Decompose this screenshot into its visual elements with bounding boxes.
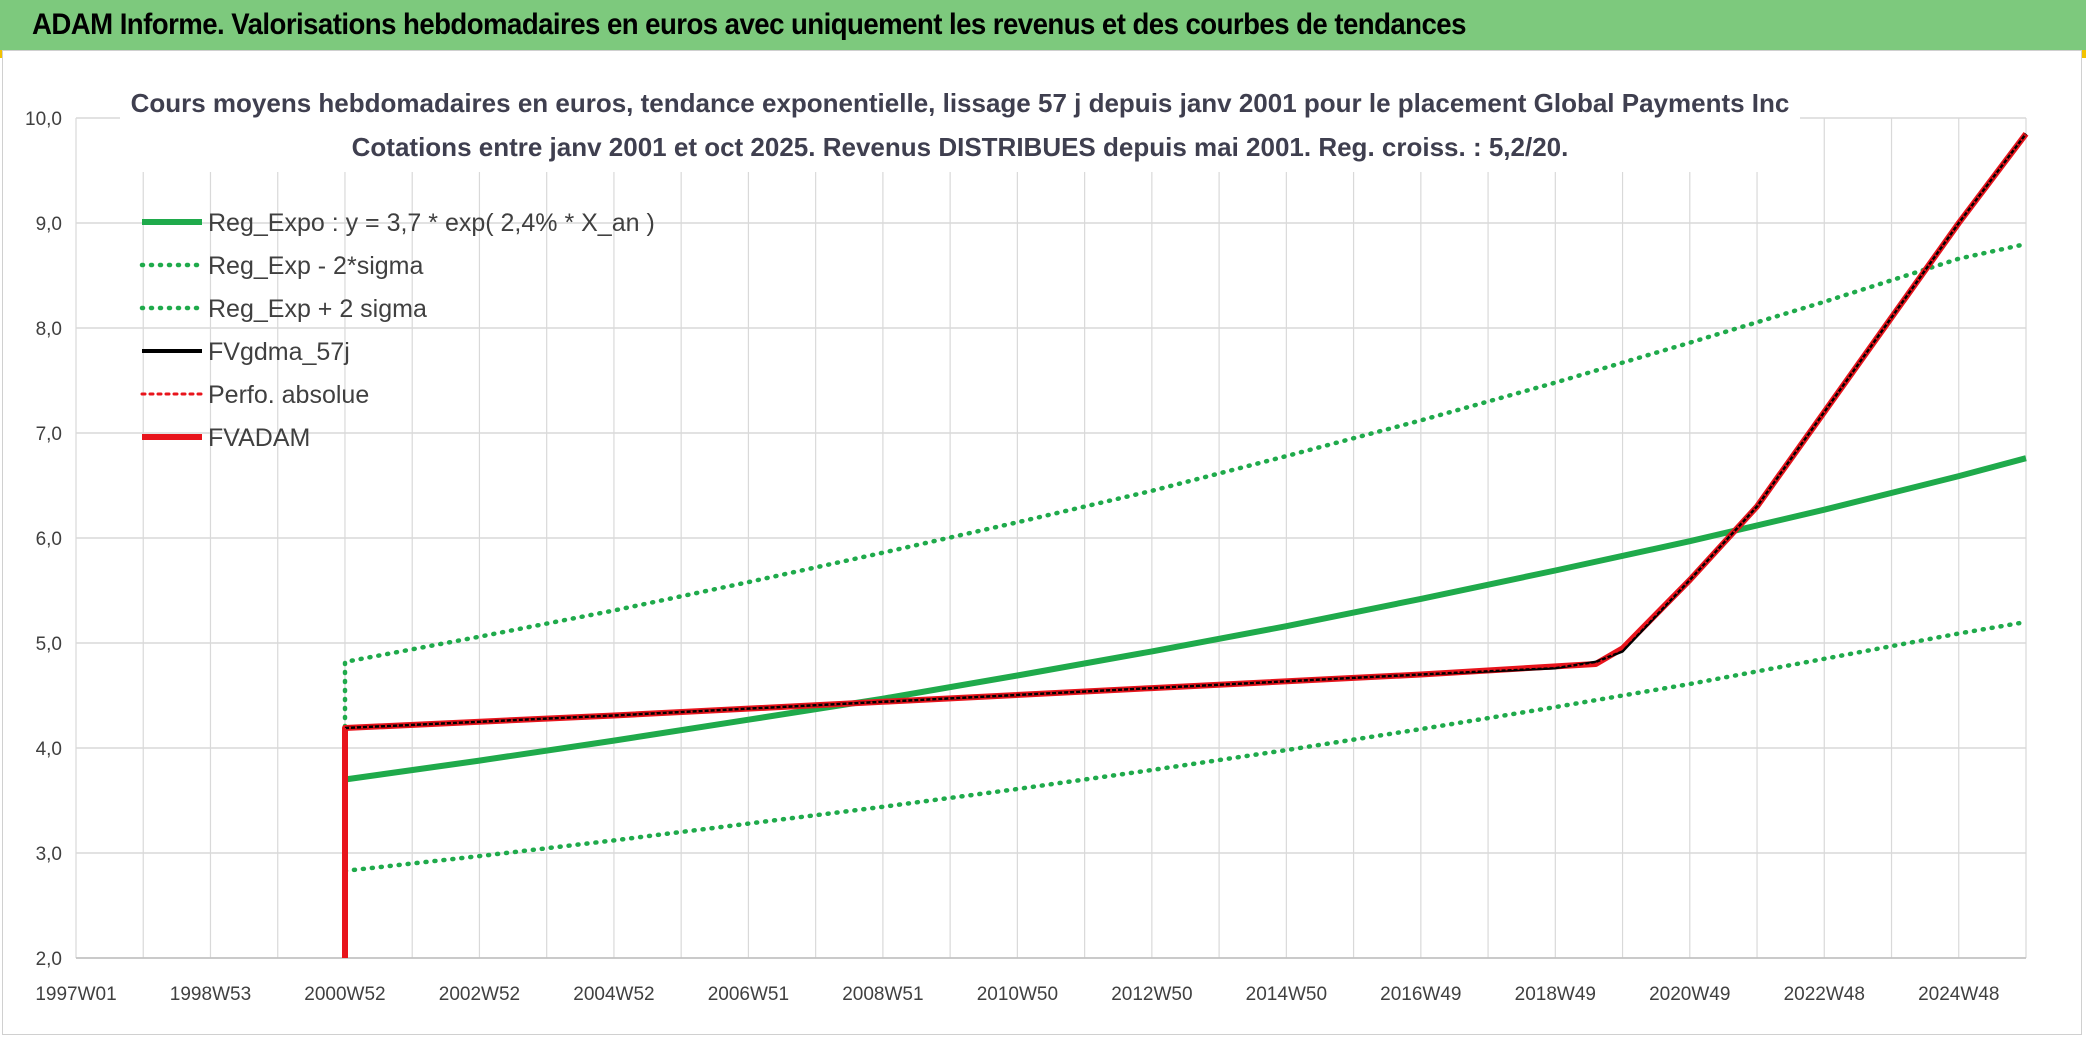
chart-frame [2, 50, 2082, 1035]
x-tick-label: 2018W49 [1515, 984, 1596, 1005]
chart-title: Cours moyens hebdomadaires en euros, ten… [131, 88, 1790, 118]
legend-label-2: Reg_Exp + 2 sigma [208, 295, 427, 323]
y-tick-label: 3,0 [36, 844, 62, 865]
x-tick-label: 2004W52 [573, 984, 654, 1005]
x-tick-label: 2010W50 [977, 984, 1058, 1005]
legend-label-4: Perfo. absolue [208, 381, 369, 409]
legend: Reg_Expo : y = 3,7 * exp( 2,4% * X_an ) R… [139, 209, 655, 452]
legend-label-1: Reg_Exp - 2*sigma [208, 252, 423, 280]
series-line-4 [344, 133, 2027, 958]
series-line-0 [344, 455, 2027, 783]
y-tick-label: 8,0 [36, 319, 62, 340]
series-line-5 [342, 131, 2029, 958]
x-tick-label: 2012W50 [1111, 984, 1192, 1005]
x-tick-label: 2014W50 [1246, 984, 1327, 1005]
legend-label-3: FVgdma_57j [208, 338, 350, 366]
x-tick-label: 1997W01 [35, 984, 116, 1005]
series-lines [342, 131, 2029, 958]
legend-label-5: FVADAM [208, 424, 310, 452]
x-tick-label: 2002W52 [439, 984, 520, 1005]
y-tick-label: 6,0 [36, 529, 62, 550]
y-tick-label: 2,0 [36, 949, 62, 970]
x-tick-label: 2020W49 [1649, 984, 1730, 1005]
y-tick-label: 10,0 [25, 109, 62, 130]
x-tick-label: 2006W51 [708, 984, 789, 1005]
x-tick-label: 2000W52 [304, 984, 385, 1005]
report-banner: ADAM Informe. Valorisations hebdomadaire… [0, 0, 2086, 50]
title-background [120, 92, 1800, 172]
report-title: ADAM Informe. Valorisations hebdomadaire… [32, 8, 1466, 41]
x-tick-label: 2008W51 [842, 984, 923, 1005]
series-line-2 [342, 241, 2029, 730]
legend-label-0: Reg_Expo : y = 3,7 * exp( 2,4% * X_an ) [208, 209, 655, 237]
x-tick-label: 1998W53 [170, 984, 251, 1005]
x-tick-label: 2024W48 [1918, 984, 1999, 1005]
y-tick-label: 9,0 [36, 214, 62, 235]
grid [75, 117, 2027, 959]
y-tick-label: 7,0 [36, 424, 62, 445]
x-tick-label: 2016W49 [1380, 984, 1461, 1005]
axis-ticks: 2,0 3,0 4,0 5,0 6,0 7,0 8,0 9,0 10,0 1997W01 1998W… [25, 109, 1999, 1005]
y-tick-label: 4,0 [36, 739, 62, 760]
x-tick-label: 2022W48 [1784, 984, 1865, 1005]
chart-subtitle: Cotations entre janv 2001 et oct 2025. R… [352, 132, 1569, 162]
series-line-1 [342, 619, 2029, 874]
y-tick-label: 5,0 [36, 634, 62, 655]
